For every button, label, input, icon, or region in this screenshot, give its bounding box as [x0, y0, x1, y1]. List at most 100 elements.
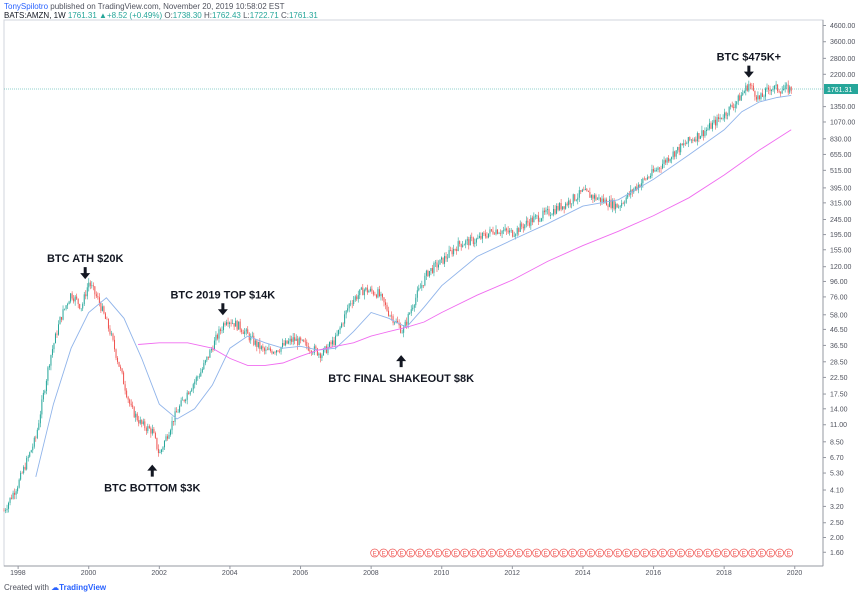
earnings-marker-icon[interactable] — [460, 548, 470, 558]
earnings-marker-icon[interactable] — [784, 548, 794, 558]
price-candle — [453, 249, 455, 255]
earnings-marker-icon[interactable] — [496, 548, 506, 558]
y-tick-label: 8.50 — [830, 439, 844, 446]
symbol-label[interactable]: BATS:AMZN, 1W — [4, 11, 66, 20]
earnings-marker-icon[interactable] — [532, 548, 542, 558]
price-candle — [606, 199, 608, 206]
earnings-marker-icon[interactable] — [658, 548, 668, 558]
price-candle — [383, 297, 385, 303]
tradingview-brand[interactable]: TradingView — [59, 583, 107, 592]
price-candle — [662, 163, 664, 169]
price-candle — [366, 287, 368, 293]
earnings-marker-icon[interactable] — [694, 548, 704, 558]
price-candle — [206, 356, 208, 361]
earnings-marker-icon[interactable] — [406, 548, 416, 558]
price-candle — [295, 338, 297, 341]
price-candle — [271, 350, 273, 354]
earnings-marker-icon[interactable] — [577, 548, 587, 558]
price-candle — [551, 214, 553, 216]
earnings-marker-icon[interactable] — [505, 548, 515, 558]
price-candle — [262, 346, 264, 349]
earnings-marker-icon[interactable] — [703, 548, 713, 558]
price-candle — [740, 94, 742, 101]
earnings-marker-icon[interactable] — [676, 548, 686, 558]
earnings-marker-icon[interactable] — [631, 548, 641, 558]
earnings-marker-icon[interactable] — [721, 548, 731, 558]
price-candle — [8, 502, 10, 509]
price-candle — [636, 186, 638, 190]
earnings-marker-icon[interactable] — [514, 548, 524, 558]
price-candle — [533, 216, 535, 223]
price-candle — [646, 177, 648, 180]
price-candle — [338, 329, 340, 335]
earnings-marker-icon[interactable] — [370, 548, 380, 558]
price-candle — [536, 215, 538, 217]
price-candle — [286, 340, 288, 344]
earnings-marker-icon[interactable] — [739, 548, 749, 558]
price-candle — [223, 323, 225, 331]
earnings-marker-icon[interactable] — [649, 548, 659, 558]
price-candle — [643, 178, 645, 180]
earnings-marker-icon[interactable] — [595, 548, 605, 558]
price-candle — [671, 157, 673, 160]
earnings-marker-icon[interactable] — [424, 548, 434, 558]
y-tick-label: 4600.00 — [830, 23, 855, 30]
price-candle — [603, 198, 605, 203]
annotation-label: BTC ATH $20K — [47, 253, 123, 265]
earnings-marker-icon[interactable] — [766, 548, 776, 558]
price-candle — [442, 257, 444, 264]
price-candle — [124, 384, 126, 391]
author-link[interactable]: TonySpilotro — [4, 2, 49, 11]
earnings-marker-icon[interactable] — [613, 548, 623, 558]
earnings-marker-icon[interactable] — [487, 548, 497, 558]
earnings-marker-icon[interactable] — [379, 548, 389, 558]
price-candle — [189, 391, 191, 395]
price-candle — [77, 298, 79, 305]
tradingview-logo-icon[interactable]: ☁ — [51, 583, 60, 592]
earnings-marker-icon[interactable] — [559, 548, 569, 558]
earnings-marker-icon[interactable] — [442, 548, 452, 558]
current-price-label: 1761.31 — [827, 87, 852, 94]
earnings-marker-icon[interactable] — [640, 548, 650, 558]
earnings-marker-icon[interactable] — [541, 548, 551, 558]
y-tick-label: 120.00 — [830, 264, 852, 271]
price-candle — [563, 206, 565, 209]
y-tick-label: 1070.00 — [830, 119, 855, 126]
price-candle — [276, 350, 278, 353]
earnings-marker-icon[interactable] — [730, 548, 740, 558]
earnings-marker-label: E — [535, 552, 539, 558]
earnings-marker-icon[interactable] — [685, 548, 695, 558]
price-candle — [568, 200, 570, 206]
price-candle — [315, 346, 317, 349]
earnings-marker-icon[interactable] — [667, 548, 677, 558]
price-candle — [336, 334, 338, 336]
price-candle — [412, 307, 414, 310]
y-tick-label: 2.50 — [830, 520, 844, 527]
price-candle — [227, 322, 229, 324]
price-candle — [593, 195, 595, 199]
earnings-marker-icon[interactable] — [712, 548, 722, 558]
earnings-marker-icon[interactable] — [568, 548, 578, 558]
earnings-marker-icon[interactable] — [451, 548, 461, 558]
earnings-marker-icon[interactable] — [433, 548, 443, 558]
earnings-marker-icon[interactable] — [397, 548, 407, 558]
price-candle — [162, 447, 164, 450]
price-candle — [88, 282, 90, 288]
earnings-marker-icon[interactable] — [604, 548, 614, 558]
earnings-marker-icon[interactable] — [586, 548, 596, 558]
earnings-marker-icon[interactable] — [415, 548, 425, 558]
earnings-marker-icon[interactable] — [523, 548, 533, 558]
earnings-marker-icon[interactable] — [469, 548, 479, 558]
price-candle — [639, 184, 641, 188]
earnings-marker-icon[interactable] — [478, 548, 488, 558]
price-candle — [689, 137, 691, 141]
earnings-marker-icon[interactable] — [775, 548, 785, 558]
earnings-marker-icon[interactable] — [748, 548, 758, 558]
earnings-marker-icon[interactable] — [757, 548, 767, 558]
earnings-marker-icon[interactable] — [550, 548, 560, 558]
earnings-marker-icon[interactable] — [622, 548, 632, 558]
price-candle — [580, 190, 582, 192]
price-candle — [731, 105, 733, 107]
earnings-marker-icon[interactable] — [388, 548, 398, 558]
